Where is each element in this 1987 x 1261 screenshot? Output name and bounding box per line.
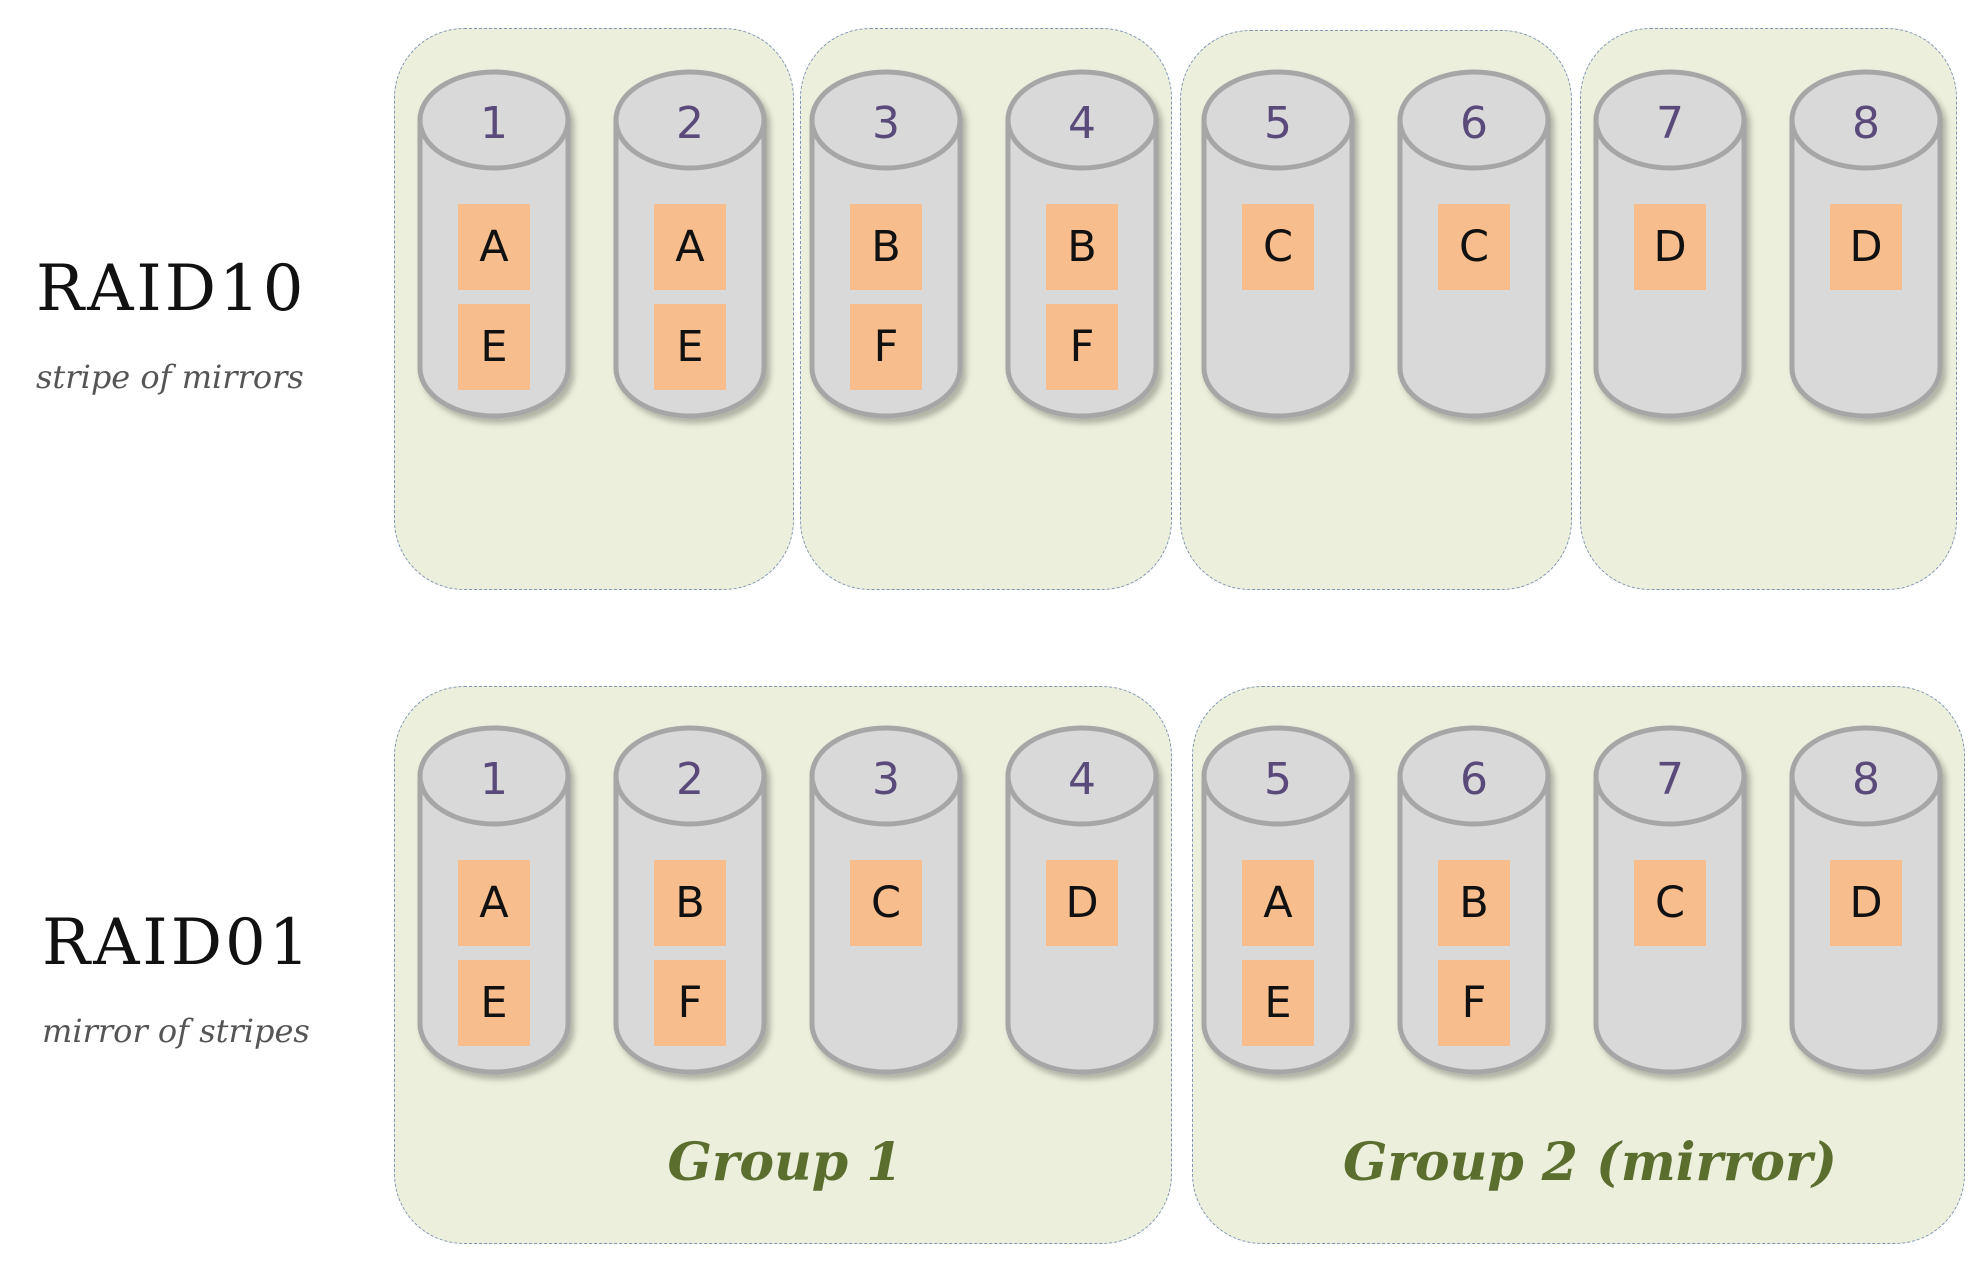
data-block: C <box>1438 204 1510 290</box>
data-block: D <box>1830 204 1902 290</box>
disk-number: 6 <box>1460 754 1488 805</box>
data-block: A <box>458 860 530 946</box>
disk-number: 3 <box>872 98 900 149</box>
data-block: F <box>654 960 726 1046</box>
disk-cylinder-icon <box>809 69 963 419</box>
group-2-label: Group 2 (mirror) <box>1343 1132 1837 1193</box>
data-block: F <box>850 304 922 390</box>
disk-number: 1 <box>480 754 508 805</box>
disk-cylinder-icon <box>1593 69 1747 419</box>
data-block: F <box>1438 960 1510 1046</box>
disk-number: 8 <box>1852 754 1880 805</box>
disk-number: 7 <box>1656 754 1684 805</box>
disk-number: 8 <box>1852 98 1880 149</box>
data-block: D <box>1046 860 1118 946</box>
disk-number: 4 <box>1068 754 1096 805</box>
data-block: B <box>1046 204 1118 290</box>
raid10-subtitle: stripe of mirrors <box>36 358 304 396</box>
data-block: B <box>654 860 726 946</box>
data-block: A <box>458 204 530 290</box>
data-block: B <box>850 204 922 290</box>
group-1-label: Group 1 <box>667 1132 903 1193</box>
data-block: B <box>1438 860 1510 946</box>
disk-number: 1 <box>480 98 508 149</box>
raid01-title: RAID01 <box>42 906 313 980</box>
disk-number: 4 <box>1068 98 1096 149</box>
data-block: A <box>1242 860 1314 946</box>
data-block: E <box>458 304 530 390</box>
data-block: C <box>1242 204 1314 290</box>
data-block: D <box>1830 860 1902 946</box>
raid10-title: RAID10 <box>36 252 307 326</box>
data-block: C <box>850 860 922 946</box>
data-block: D <box>1634 204 1706 290</box>
raid01-subtitle: mirror of stripes <box>42 1012 310 1050</box>
data-block: F <box>1046 304 1118 390</box>
data-block: E <box>1242 960 1314 1046</box>
data-block: A <box>654 204 726 290</box>
data-block: E <box>458 960 530 1046</box>
disk-number: 6 <box>1460 98 1488 149</box>
disk-number: 7 <box>1656 98 1684 149</box>
disk-number: 2 <box>676 98 704 149</box>
disk-number: 3 <box>872 754 900 805</box>
disk-number: 5 <box>1264 98 1292 149</box>
data-block: E <box>654 304 726 390</box>
disk-number: 2 <box>676 754 704 805</box>
disk-number: 5 <box>1264 754 1292 805</box>
data-block: C <box>1634 860 1706 946</box>
